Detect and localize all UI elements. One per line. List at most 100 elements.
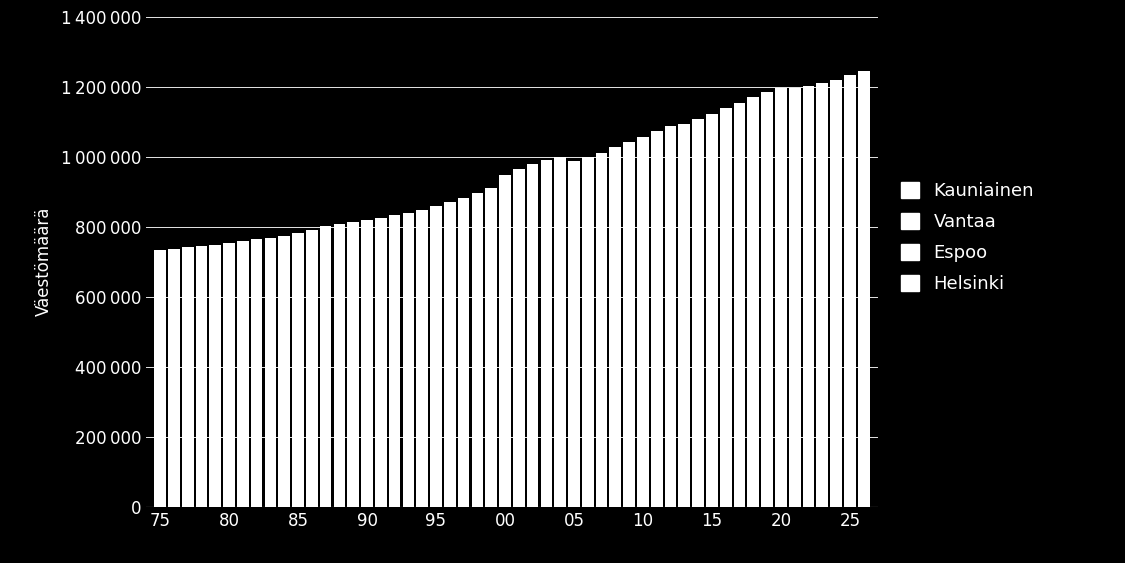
Bar: [416, 449, 428, 504]
Bar: [582, 503, 594, 507]
Bar: [623, 142, 634, 346]
Bar: [720, 427, 731, 503]
Bar: [209, 415, 222, 463]
Bar: [361, 504, 372, 507]
Bar: [416, 387, 428, 449]
Bar: [526, 504, 539, 507]
Bar: [802, 419, 814, 503]
Bar: [734, 503, 746, 507]
Bar: [306, 504, 317, 507]
Bar: [154, 504, 165, 507]
Bar: [444, 448, 456, 504]
Bar: [237, 241, 249, 410]
Bar: [278, 458, 290, 504]
Bar: [264, 504, 277, 507]
Bar: [706, 114, 718, 334]
Bar: [762, 422, 773, 503]
Bar: [596, 503, 608, 507]
Bar: [747, 97, 759, 324]
Bar: [734, 425, 746, 503]
Bar: [526, 362, 539, 440]
Bar: [665, 337, 676, 428]
Bar: [762, 321, 773, 422]
Bar: [747, 424, 759, 503]
Bar: [182, 418, 193, 465]
Bar: [292, 457, 304, 504]
Bar: [319, 454, 332, 504]
Bar: [416, 211, 428, 387]
Bar: [775, 319, 786, 421]
Bar: [264, 238, 277, 406]
Bar: [306, 230, 317, 400]
Bar: [747, 503, 759, 507]
Bar: [858, 305, 870, 415]
Bar: [278, 504, 290, 507]
Bar: [264, 458, 277, 504]
Bar: [555, 439, 566, 504]
Bar: [692, 429, 704, 503]
Bar: [789, 88, 801, 318]
Bar: [375, 452, 387, 504]
Bar: [278, 405, 290, 458]
Bar: [500, 175, 511, 368]
Bar: [416, 504, 428, 507]
Bar: [844, 307, 856, 416]
Bar: [264, 406, 277, 458]
Bar: [802, 503, 814, 507]
Bar: [196, 464, 207, 504]
Bar: [403, 388, 414, 450]
Bar: [430, 386, 442, 449]
Bar: [775, 503, 786, 507]
Bar: [637, 431, 649, 503]
Bar: [651, 503, 663, 507]
Bar: [389, 450, 400, 504]
Bar: [348, 221, 359, 394]
Bar: [817, 83, 828, 313]
Bar: [471, 504, 484, 507]
Bar: [430, 449, 442, 504]
Bar: [389, 504, 400, 507]
Bar: [168, 504, 180, 507]
Bar: [182, 247, 193, 418]
Bar: [361, 220, 372, 392]
Bar: [720, 330, 731, 427]
Bar: [319, 226, 332, 398]
Bar: [375, 391, 387, 452]
Bar: [333, 396, 345, 454]
Bar: [223, 243, 235, 412]
Bar: [513, 441, 524, 504]
Bar: [500, 504, 511, 507]
Bar: [623, 346, 634, 432]
Bar: [251, 504, 262, 507]
Bar: [623, 432, 634, 503]
Bar: [720, 109, 731, 330]
Bar: [513, 504, 524, 507]
Bar: [830, 80, 842, 310]
Bar: [830, 310, 842, 417]
Bar: [665, 503, 676, 507]
Bar: [582, 157, 594, 355]
Bar: [692, 503, 704, 507]
Bar: [540, 439, 552, 504]
Bar: [196, 504, 207, 507]
Bar: [610, 503, 621, 507]
Bar: [223, 412, 235, 461]
Bar: [458, 446, 469, 504]
Bar: [223, 461, 235, 504]
Bar: [292, 403, 304, 457]
Bar: [237, 410, 249, 460]
Bar: [430, 207, 442, 386]
Bar: [154, 422, 165, 467]
Bar: [485, 504, 497, 507]
Bar: [333, 224, 345, 396]
Bar: [485, 189, 497, 377]
Bar: [775, 421, 786, 503]
Bar: [678, 124, 691, 338]
Bar: [168, 249, 180, 420]
Bar: [568, 438, 579, 504]
Bar: [251, 239, 262, 408]
Bar: [637, 503, 649, 507]
Bar: [610, 348, 621, 434]
Bar: [251, 408, 262, 459]
Bar: [817, 503, 828, 507]
